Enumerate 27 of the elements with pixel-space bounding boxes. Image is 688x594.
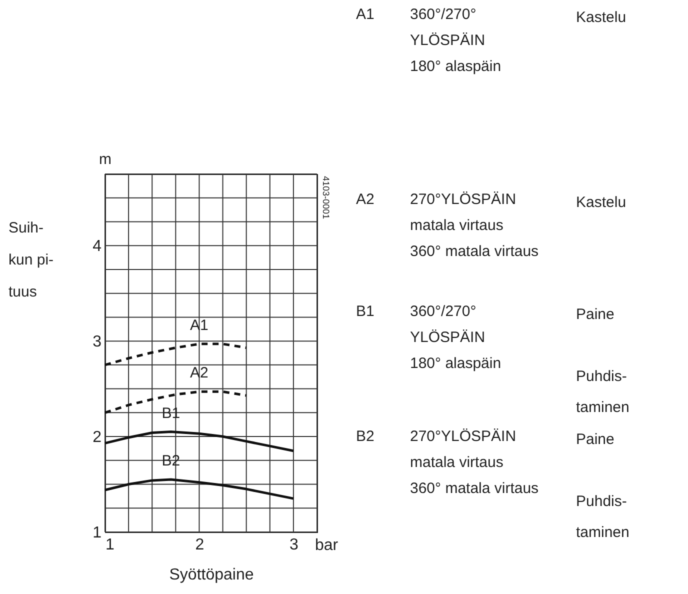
y-tick-label: 3 [92,334,102,351]
text: A1 [356,5,374,25]
text: 270°YLÖSPÄIN matala virtaus 360° matala virtaus [410,190,539,262]
text: 360°/270° YLÖSPÄIN 180° alaspäin [410,302,502,374]
text: 360°/270° YLÖSPÄIN 180° alaspäin [410,5,502,77]
text: bar [315,536,338,556]
text: Paine Puhdis- taminen [576,306,630,416]
text: B2 [356,427,374,447]
x-axis-title: Syöttöpaine [169,566,254,584]
line-series [104,430,295,452]
y-tick-label: 1 [92,524,102,542]
x-tick-label: 2 [195,536,204,554]
text: Paine Puhdis- taminen [576,431,630,541]
text: m [99,150,112,170]
text: 4103-0001 [321,176,331,220]
y-axis-title: Suih- kun pi- tuus [8,220,54,300]
text: Kastelu [576,8,626,28]
line-series [104,478,295,500]
text: B1 [356,302,374,322]
text: Kastelu [576,193,626,213]
line-series [104,342,248,366]
x-tick-label: 1 [106,536,114,554]
text: 270°YLÖSPÄIN matala virtaus 360° matala virtaus [410,427,539,499]
y-tick-label: 2 [92,429,102,446]
y-tick-label: 4 [92,238,102,256]
x-tick-label: 3 [289,536,298,554]
text: A2 [356,190,374,210]
